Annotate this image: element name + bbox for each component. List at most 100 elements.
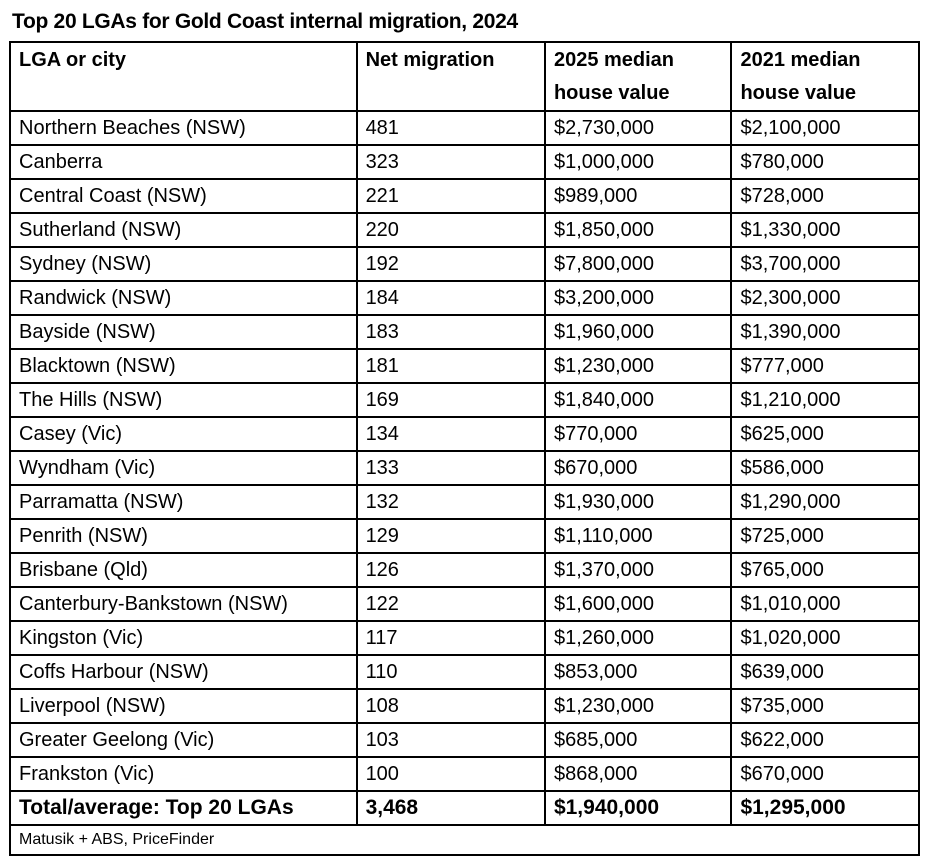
header-row: LGA or city Net migration 2025 median ho…	[9, 41, 920, 112]
lga-cell: Kingston (Vic)	[9, 620, 358, 656]
lga-cell: The Hills (NSW)	[9, 382, 358, 418]
table-row: Central Coast (NSW) 221 $989,000 $728,000	[9, 178, 920, 214]
net-migration-cell: 134	[355, 416, 546, 452]
value-2025-cell: $989,000	[543, 178, 733, 214]
header-2025-value: 2025 median house value	[543, 41, 733, 112]
total-row: Total/average: Top 20 LGAs 3,468 $1,940,…	[9, 790, 920, 826]
table-row: Brisbane (Qld) 126 $1,370,000 $765,000	[9, 552, 920, 588]
table-row: Randwick (NSW) 184 $3,200,000 $2,300,000	[9, 280, 920, 316]
header-lga: LGA or city	[9, 41, 358, 112]
net-migration-cell: 323	[355, 144, 546, 180]
lga-cell: Northern Beaches (NSW)	[9, 110, 358, 146]
value-2025-cell: $1,840,000	[543, 382, 733, 418]
table-row: Sydney (NSW) 192 $7,800,000 $3,700,000	[9, 246, 920, 282]
value-2025-cell: $1,230,000	[543, 348, 733, 384]
net-migration-cell: 126	[355, 552, 546, 588]
table-row: Penrith (NSW) 129 $1,110,000 $725,000	[9, 518, 920, 554]
value-2021-cell: $725,000	[730, 518, 920, 554]
value-2025-cell: $3,200,000	[543, 280, 733, 316]
lga-cell: Liverpool (NSW)	[9, 688, 358, 724]
value-2025-cell: $1,960,000	[543, 314, 733, 350]
net-migration-cell: 133	[355, 450, 546, 486]
table-row: Canterbury-Bankstown (NSW) 122 $1,600,000 $…	[9, 586, 920, 622]
value-2025-cell: $770,000	[543, 416, 733, 452]
net-migration-cell: 183	[355, 314, 546, 350]
lga-cell: Central Coast (NSW)	[9, 178, 358, 214]
value-2021-cell: $1,210,000	[730, 382, 920, 418]
value-2025-cell: $868,000	[543, 756, 733, 792]
lga-cell: Wyndham (Vic)	[9, 450, 358, 486]
net-migration-cell: 100	[355, 756, 546, 792]
value-2021-cell: $735,000	[730, 688, 920, 724]
value-2021-cell: $1,010,000	[730, 586, 920, 622]
table-row: Canberra 323 $1,000,000 $780,000	[9, 144, 920, 180]
table-row: Kingston (Vic) 117 $1,260,000 $1,020,000	[9, 620, 920, 656]
net-migration-cell: 221	[355, 178, 546, 214]
value-2021-cell: $3,700,000	[730, 246, 920, 282]
value-2021-cell: $728,000	[730, 178, 920, 214]
value-2025-cell: $1,850,000	[543, 212, 733, 248]
lga-cell: Frankston (Vic)	[9, 756, 358, 792]
value-2025-cell: $1,370,000	[543, 552, 733, 588]
lga-cell: Randwick (NSW)	[9, 280, 358, 316]
value-2021-cell: $586,000	[730, 450, 920, 486]
table-row: Blacktown (NSW) 181 $1,230,000 $777,000	[9, 348, 920, 384]
lga-cell: Parramatta (NSW)	[9, 484, 358, 520]
table-row: Frankston (Vic) 100 $868,000 $670,000	[9, 756, 920, 792]
net-migration-cell: 220	[355, 212, 546, 248]
net-migration-cell: 110	[355, 654, 546, 690]
net-migration-cell: 169	[355, 382, 546, 418]
value-2021-cell: $1,290,000	[730, 484, 920, 520]
value-2025-cell: $1,260,000	[543, 620, 733, 656]
net-migration-cell: 103	[355, 722, 546, 758]
total-label: Total/average: Top 20 LGAs	[9, 790, 358, 826]
net-migration-cell: 192	[355, 246, 546, 282]
source-row: Matusik + ABS, PriceFinder	[9, 824, 920, 856]
lga-cell: Blacktown (NSW)	[9, 348, 358, 384]
net-migration-cell: 117	[355, 620, 546, 656]
net-migration-cell: 108	[355, 688, 546, 724]
net-migration-cell: 181	[355, 348, 546, 384]
lga-cell: Sutherland (NSW)	[9, 212, 358, 248]
value-2021-cell: $1,020,000	[730, 620, 920, 656]
value-2025-cell: $1,110,000	[543, 518, 733, 554]
total-2021-value: $1,295,000	[730, 790, 920, 826]
lga-cell: Brisbane (Qld)	[9, 552, 358, 588]
lga-cell: Sydney (NSW)	[9, 246, 358, 282]
table-row: Casey (Vic) 134 $770,000 $625,000	[9, 416, 920, 452]
net-migration-cell: 481	[355, 110, 546, 146]
value-2021-cell: $2,300,000	[730, 280, 920, 316]
lga-cell: Greater Geelong (Vic)	[9, 722, 358, 758]
table-row: The Hills (NSW) 169 $1,840,000 $1,210,000	[9, 382, 920, 418]
table-row: Parramatta (NSW) 132 $1,930,000 $1,290,000	[9, 484, 920, 520]
value-2025-cell: $1,930,000	[543, 484, 733, 520]
value-2021-cell: $765,000	[730, 552, 920, 588]
total-2025-value: $1,940,000	[543, 790, 733, 826]
value-2025-cell: $7,800,000	[543, 246, 733, 282]
value-2021-cell: $1,390,000	[730, 314, 920, 350]
header-net-migration: Net migration	[355, 41, 546, 112]
lga-cell: Coffs Harbour (NSW)	[9, 654, 358, 690]
value-2021-cell: $1,330,000	[730, 212, 920, 248]
table-row: Coffs Harbour (NSW) 110 $853,000 $639,000	[9, 654, 920, 690]
value-2021-cell: $2,100,000	[730, 110, 920, 146]
net-migration-cell: 132	[355, 484, 546, 520]
value-2021-cell: $777,000	[730, 348, 920, 384]
lga-cell: Bayside (NSW)	[9, 314, 358, 350]
table-row: Bayside (NSW) 183 $1,960,000 $1,390,000	[9, 314, 920, 350]
table-row: Sutherland (NSW) 220 $1,850,000 $1,330,000	[9, 212, 920, 248]
table-row: Liverpool (NSW) 108 $1,230,000 $735,000	[9, 688, 920, 724]
value-2021-cell: $780,000	[730, 144, 920, 180]
lga-cell: Canterbury-Bankstown (NSW)	[9, 586, 358, 622]
value-2025-cell: $1,000,000	[543, 144, 733, 180]
table-row: Wyndham (Vic) 133 $670,000 $586,000	[9, 450, 920, 486]
value-2025-cell: $670,000	[543, 450, 733, 486]
value-2021-cell: $625,000	[730, 416, 920, 452]
net-migration-cell: 122	[355, 586, 546, 622]
header-2021-value: 2021 median house value	[730, 41, 920, 112]
table-row: Greater Geelong (Vic) 103 $685,000 $622,000	[9, 722, 920, 758]
value-2021-cell: $639,000	[730, 654, 920, 690]
lga-cell: Penrith (NSW)	[9, 518, 358, 554]
value-2025-cell: $2,730,000	[543, 110, 733, 146]
value-2021-cell: $670,000	[730, 756, 920, 792]
